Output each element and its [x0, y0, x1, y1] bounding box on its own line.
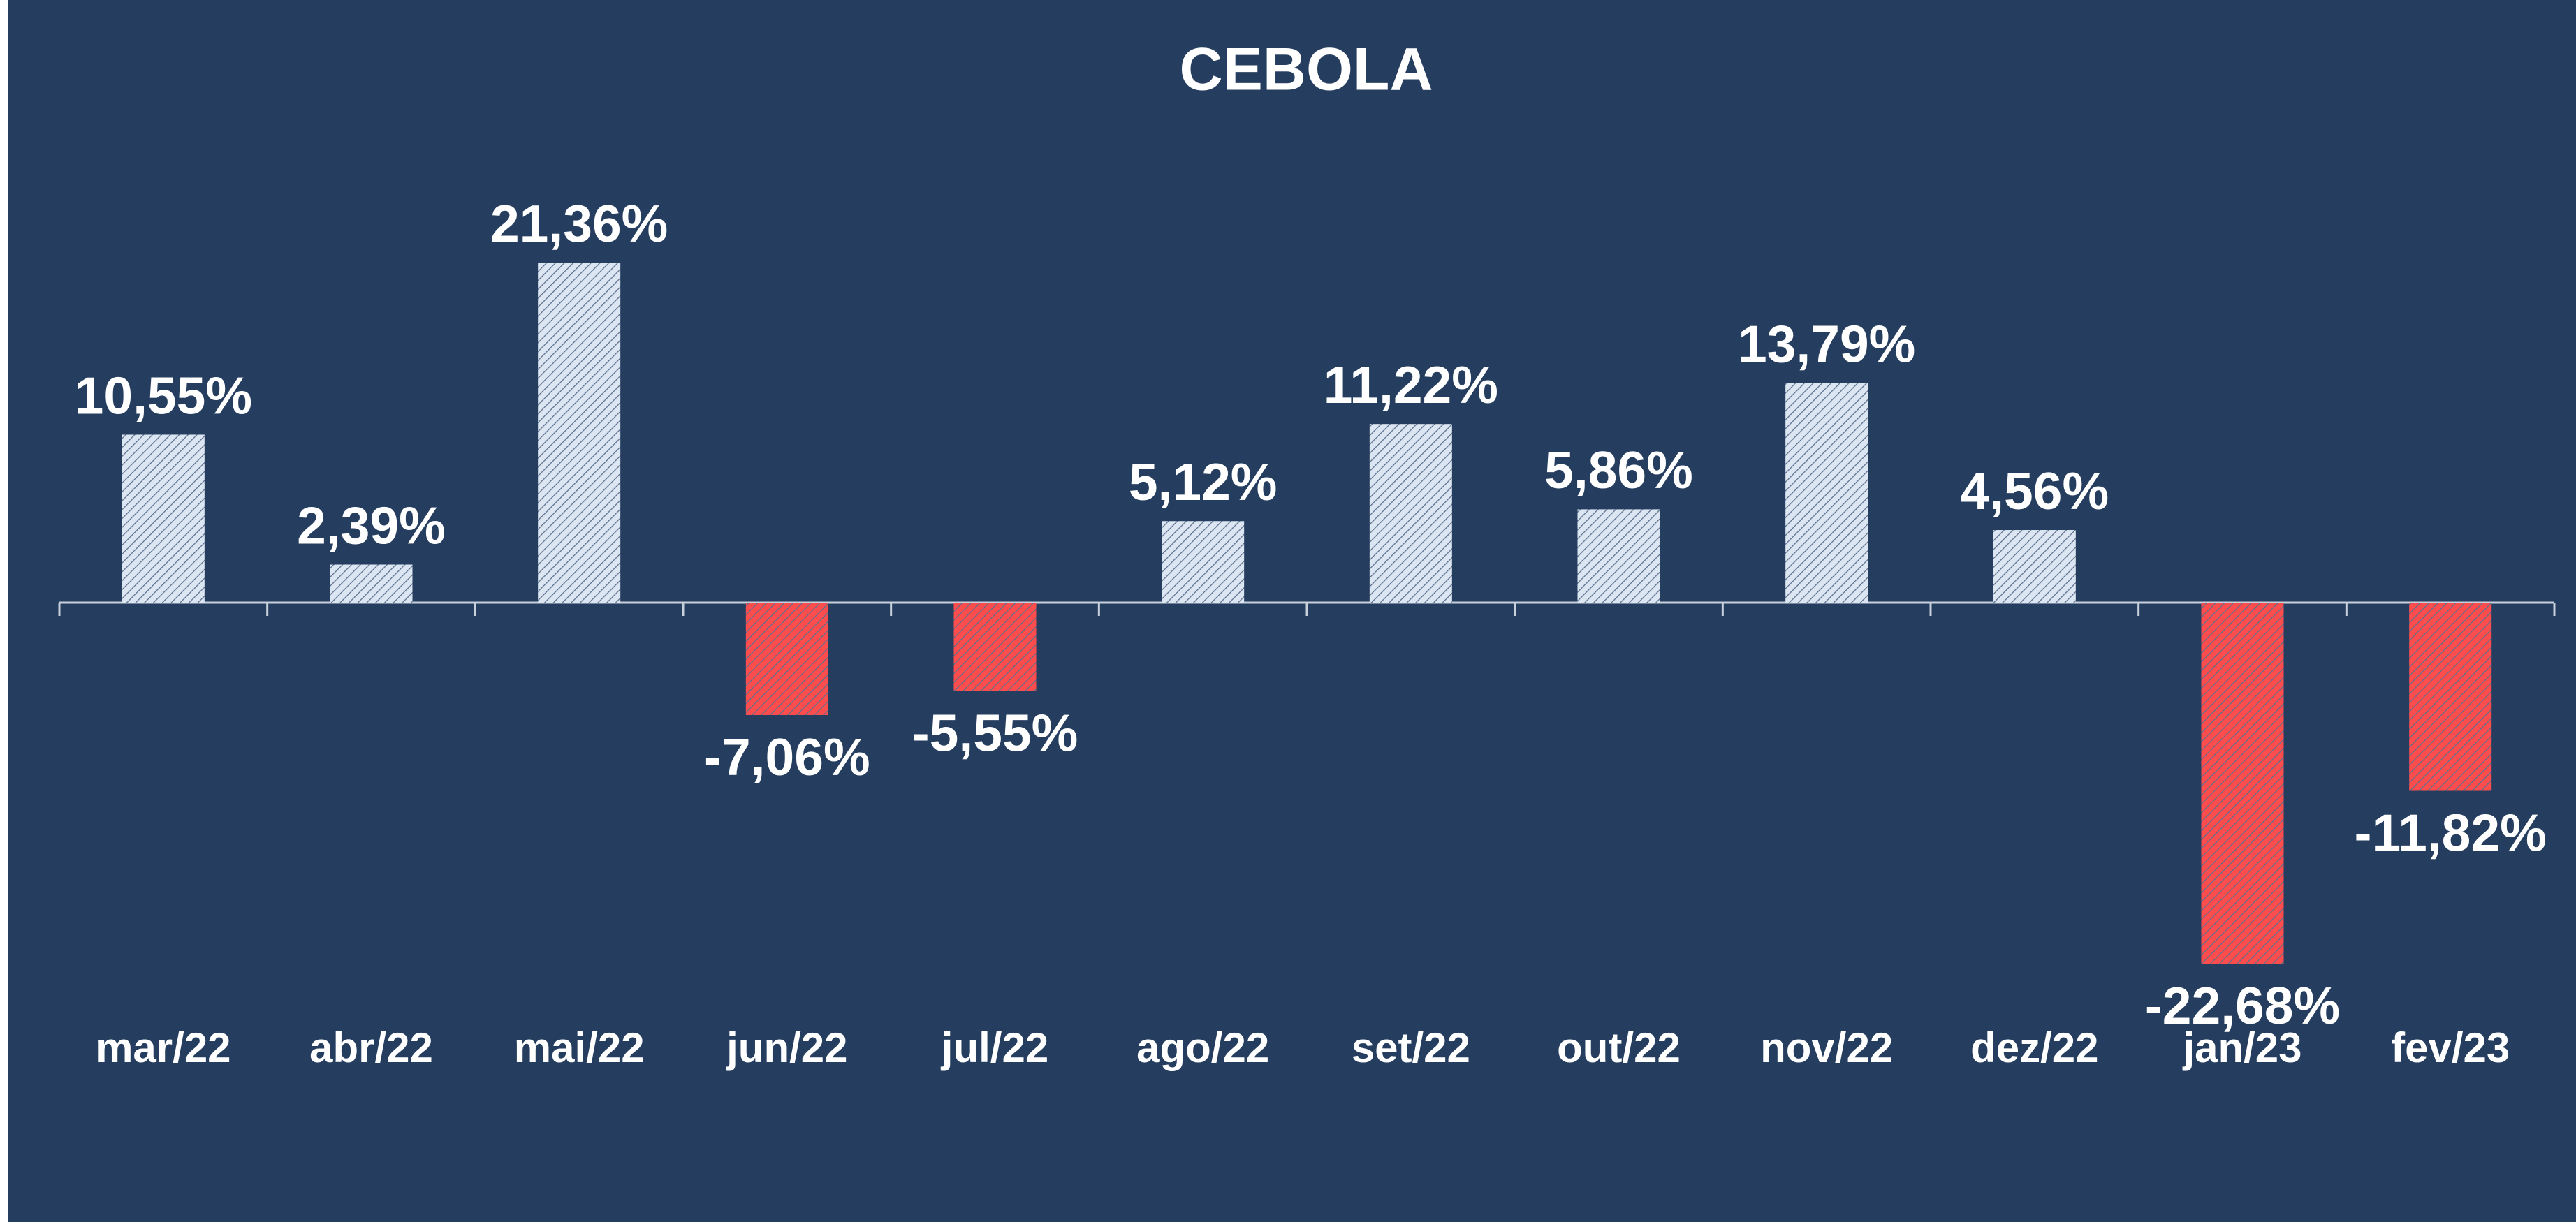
- data-label: 13,79%: [1738, 314, 1915, 373]
- x-tick-label: nov/22: [1760, 1024, 1893, 1071]
- data-label: 5,12%: [1129, 452, 1278, 511]
- bar: [1785, 383, 1868, 603]
- data-label: -11,82%: [2355, 803, 2547, 862]
- data-label: 2,39%: [297, 496, 446, 554]
- data-label: 11,22%: [1324, 355, 1498, 414]
- bar: [1577, 509, 1660, 603]
- x-tick-label: jul/22: [941, 1024, 1048, 1071]
- bar: [1993, 530, 2076, 603]
- bar: [330, 564, 413, 603]
- x-tick-label: mar/22: [96, 1024, 230, 1071]
- x-tick-label: jan/23: [2182, 1024, 2301, 1071]
- chart-title: CEBOLA: [1179, 36, 1433, 103]
- bar: [2409, 603, 2492, 791]
- x-tick-label: mai/22: [514, 1024, 645, 1071]
- x-tick-label: dez/22: [1970, 1024, 2098, 1071]
- data-label: 4,56%: [1960, 462, 2109, 520]
- chart-background: [8, 0, 2576, 1222]
- data-label: 21,36%: [490, 194, 668, 253]
- x-tick-label: jun/22: [726, 1024, 847, 1071]
- data-label: -5,55%: [912, 703, 1078, 762]
- x-tick-label: abr/22: [309, 1024, 433, 1071]
- bar: [1369, 424, 1452, 603]
- data-label: -22,68%: [2145, 976, 2340, 1035]
- data-label: -7,06%: [704, 728, 870, 786]
- bar: [1162, 521, 1245, 603]
- bar: [745, 603, 828, 715]
- bar: [122, 434, 205, 603]
- data-label: 10,55%: [75, 366, 252, 425]
- data-label: 5,86%: [1544, 441, 1693, 499]
- bar: [953, 603, 1037, 691]
- bar: [2201, 603, 2284, 964]
- x-tick-label: set/22: [1352, 1024, 1470, 1071]
- x-tick-label: ago/22: [1136, 1024, 1269, 1071]
- x-tick-label: fev/23: [2391, 1024, 2510, 1071]
- x-tick-label: out/22: [1557, 1024, 1681, 1071]
- bar: [538, 262, 621, 603]
